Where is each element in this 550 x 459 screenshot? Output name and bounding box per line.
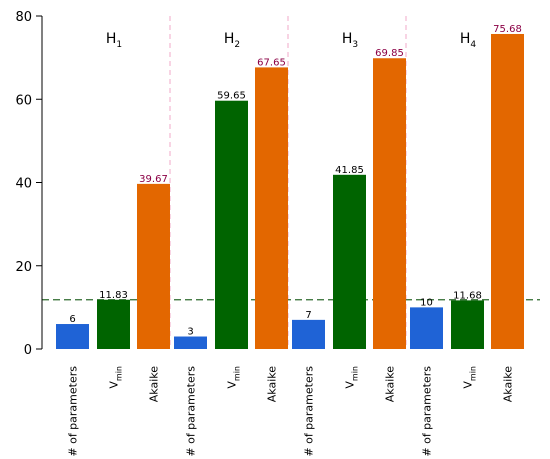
group-label: H2 (224, 31, 240, 50)
bar-value-label: 41.85 (335, 165, 364, 176)
bar-value-label: 7 (305, 310, 311, 321)
group-label-letter: H (460, 31, 471, 47)
category-label-text: # of parameters (67, 366, 80, 457)
bar-value-label: 3 (187, 327, 193, 338)
category-label: Vmin (462, 366, 478, 389)
bar-params (292, 319, 325, 349)
category-label: Akaike (266, 366, 279, 402)
y-tick-label: 20 (15, 260, 32, 275)
bar-value-label: 59.65 (217, 91, 246, 102)
bar-value-label: 75.68 (493, 24, 522, 35)
category-label-text: Akaike (148, 366, 161, 402)
bar-params (410, 307, 443, 349)
category-label: # of parameters (185, 366, 198, 457)
category-label-text: V (462, 381, 475, 389)
category-label-text: V (108, 381, 121, 389)
category-label: # of parameters (303, 366, 316, 457)
bar-akaike (491, 33, 524, 350)
bar-akaike (255, 67, 288, 350)
group-label-subscript: 1 (116, 40, 122, 50)
category-label: Vmin (344, 366, 360, 389)
y-tick-label: 40 (15, 177, 32, 192)
category-label-text: # of parameters (185, 366, 198, 457)
bar-params (56, 324, 89, 349)
bar-value-label: 10 (420, 297, 433, 308)
bar-vmin (451, 300, 484, 349)
bar-value-label: 6 (69, 314, 75, 325)
bar-akaike (137, 183, 170, 349)
bars (56, 33, 524, 350)
y-axis: 0 20 40 60 80 (15, 10, 43, 358)
category-label: # of parameters (421, 366, 434, 457)
category-label-subscript: min (351, 366, 360, 381)
category-label-subscript: min (469, 366, 478, 381)
group-label-letter: H (224, 31, 235, 47)
group-label: H3 (342, 31, 358, 50)
category-label-text: V (226, 381, 239, 389)
category-label-subscript: min (233, 366, 242, 381)
category-label: Akaike (502, 366, 515, 402)
bar-vmin (97, 299, 130, 349)
y-tick-label: 80 (15, 10, 32, 25)
bar-value-label: 69.85 (375, 48, 404, 59)
bar-value-label: 11.68 (453, 290, 482, 301)
category-label: Vmin (108, 366, 124, 389)
bar-value-label: 39.67 (139, 174, 168, 185)
bar-akaike (373, 58, 406, 349)
bar-params (174, 336, 207, 349)
category-label-text: V (344, 381, 357, 389)
labels: H16# of parameters11.83Vmin39.67AkaikeH2… (67, 24, 522, 457)
group-label: H1 (106, 31, 122, 50)
bar-value-label: 67.65 (257, 57, 286, 68)
category-label-text: Akaike (266, 366, 279, 402)
category-label-text: Akaike (502, 366, 515, 402)
category-label-text: # of parameters (421, 366, 434, 457)
category-label-text: # of parameters (303, 366, 316, 457)
category-label: Akaike (384, 366, 397, 402)
bar-vmin (333, 174, 366, 349)
category-label-subscript: min (115, 366, 124, 381)
group-label-letter: H (106, 31, 117, 47)
group-label: H4 (460, 31, 477, 50)
category-label: Akaike (148, 366, 161, 402)
group-label-subscript: 4 (470, 40, 476, 50)
bar-vmin (215, 100, 248, 349)
bar-value-label: 11.83 (99, 290, 128, 301)
y-tick-label: 60 (15, 93, 32, 108)
y-tick-label: 0 (24, 343, 32, 358)
category-label: # of parameters (67, 366, 80, 457)
category-label: Vmin (226, 366, 242, 389)
group-label-letter: H (342, 31, 353, 47)
category-label-text: Akaike (384, 366, 397, 402)
group-label-subscript: 2 (234, 40, 240, 50)
group-label-subscript: 3 (352, 40, 358, 50)
